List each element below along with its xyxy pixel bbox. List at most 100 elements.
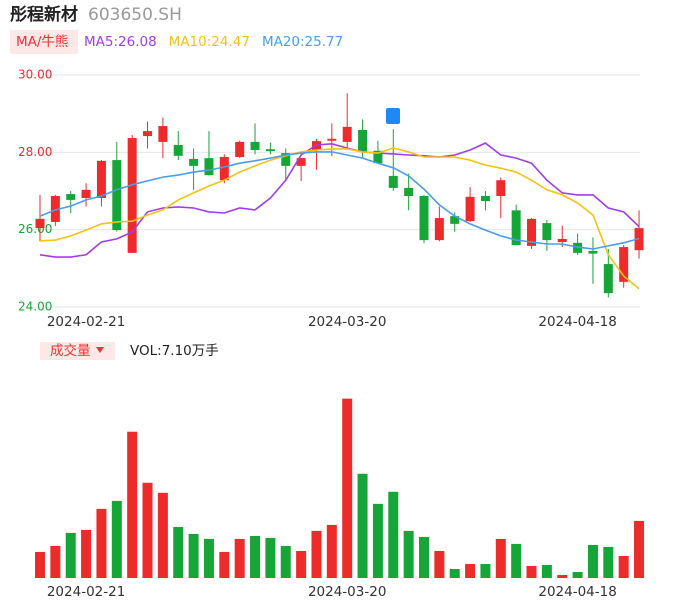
candle-body [143,131,153,137]
candle-body [158,126,168,142]
y-tick-label: 26.00 [18,222,52,236]
volume-bar [618,555,629,578]
volume-bar [96,508,107,578]
x-tick-label: 2024-02-21 [47,584,125,600]
candle-body [342,126,352,142]
candle-body [50,196,60,222]
x-tick-label: 2024-04-18 [538,584,616,600]
candle-body [265,149,275,152]
x-tick-label: 2024-03-20 [308,314,386,330]
volume-bar [480,564,491,578]
y-tick-label: 28.00 [18,145,52,159]
candle-body [327,138,337,141]
volume-bar [434,550,445,578]
candle-body [219,156,229,181]
volume-bar [541,564,552,578]
volume-bar [572,571,583,578]
ma-tag[interactable]: MA/牛熊 [16,34,68,50]
y-tick-label: 30.00 [18,68,52,82]
volume-bar [265,537,276,578]
volume-bar [81,529,92,578]
candle-body [603,264,613,294]
legend: MA5:26.08 MA10:24.47 MA20:25.77 [84,34,343,50]
candle-body [465,196,475,222]
y-tick-label: 24.00 [18,300,52,314]
candle-body [281,153,291,166]
candle-body [66,194,76,200]
volume-bar [142,482,153,578]
x-tick-label: 2024-04-18 [538,314,616,330]
volume-bar [342,398,353,578]
legend-entry: MA5:26.08 [84,34,157,50]
volume-bar [465,564,476,578]
candle-body [496,180,506,197]
candle-body [511,210,521,246]
marker-icon[interactable] [386,108,400,124]
candle-body [296,158,306,166]
volume-bar [634,520,645,578]
candle-body [112,160,122,231]
candle-body [480,196,490,202]
candle-body [373,150,383,164]
volume-bar [280,545,291,578]
volume-bar [219,551,230,578]
ma-line [39,147,640,290]
candle-body [450,216,460,224]
volume-bar [587,544,598,578]
candle-body [173,144,183,156]
volume-bar [50,545,61,578]
volume-bar [403,530,414,578]
candle-body [542,223,552,241]
candle-body [96,160,106,198]
volume-bar [449,568,460,578]
candle-body [419,196,429,241]
candle-body [527,218,537,246]
volume-bar [388,491,399,578]
candle-body [358,129,368,152]
volume-bar [234,538,245,578]
volume-bar [203,538,214,578]
candle-body [235,141,245,157]
candle-body [189,158,199,166]
volume-bar [35,551,45,578]
candle-body [557,238,567,243]
volume-bar [296,550,307,578]
volume-bar [495,538,506,578]
candle-body [388,175,398,188]
ma-tag-bg[interactable] [10,30,78,54]
volume-bar [526,565,537,578]
candle-body [81,189,91,198]
candle-body [588,250,598,254]
candle-body [404,187,414,197]
vol-tag[interactable]: 成交量 [50,342,91,359]
volume-bar [65,532,76,578]
candle-body [204,158,214,176]
legend-entry: MA10:24.47 [169,34,250,50]
volume-bar [357,473,368,578]
legend-entry: MA20:25.77 [262,34,343,50]
dropdown-arrow[interactable] [96,347,104,353]
candle-body [434,218,444,241]
volume-bar [511,543,522,578]
stock-name: 彤程新材 [10,4,78,25]
vol-label: VOL:7.10万手 [130,343,219,359]
volume-bar [250,535,261,578]
candle-body [35,218,45,229]
volume-bar [127,431,138,578]
volume-bar [603,546,614,578]
candle-body [127,138,137,253]
vol-tag-bg[interactable] [40,342,115,360]
stock-code: 603650.SH [88,5,182,25]
volume-bar [157,492,168,578]
volume-bar [111,500,122,578]
ma-line [39,142,640,258]
x-tick-label: 2024-02-21 [47,314,125,330]
volume-bar [188,533,199,578]
volume-bar [372,503,383,578]
x-tick-label: 2024-03-20 [308,584,386,600]
volume-bar [419,536,429,578]
volume-bar [311,530,322,578]
volume-bar [557,575,568,578]
ma-line [39,151,640,250]
candle-body [619,247,629,282]
